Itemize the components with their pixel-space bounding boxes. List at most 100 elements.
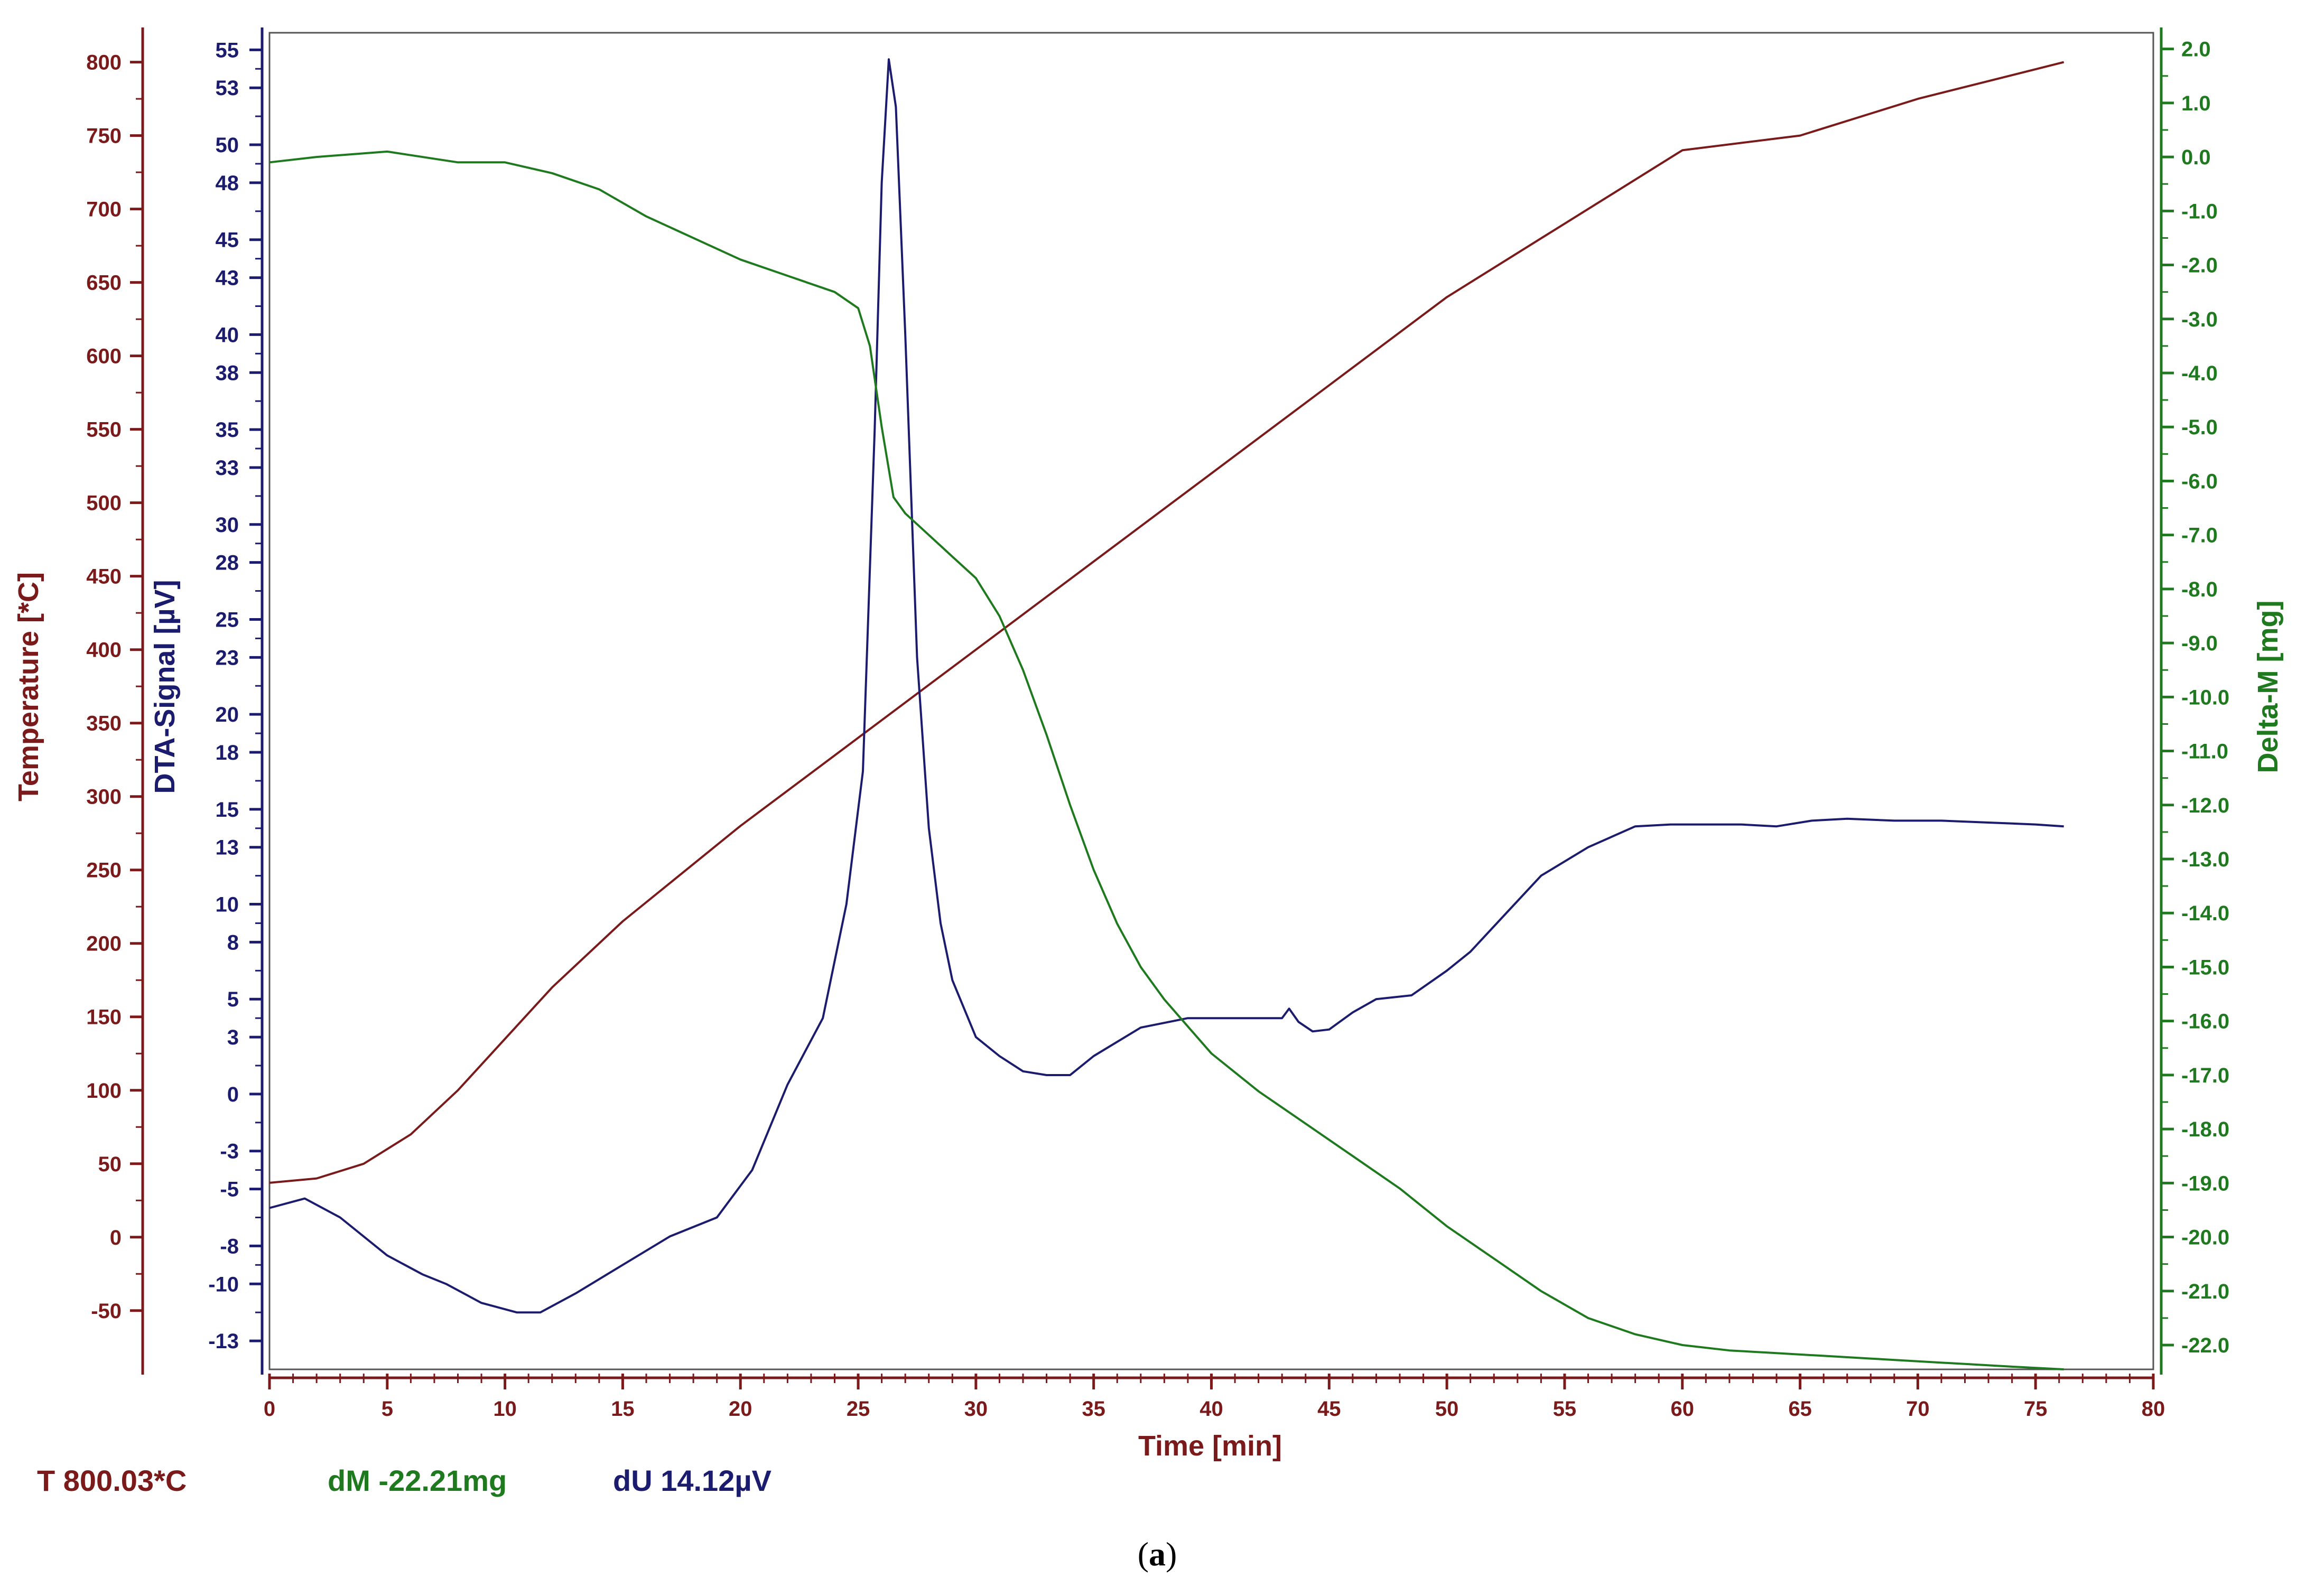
- delta-m-tick-label: -14.0: [2181, 902, 2229, 925]
- dta-tick-label: 10: [216, 893, 239, 917]
- time-tick-label: 20: [729, 1397, 752, 1421]
- delta-m-tick-label: 0.0: [2181, 146, 2211, 169]
- dta-tick-label: 33: [216, 456, 239, 480]
- temperature-readout: T 800.03*C: [37, 1464, 187, 1497]
- dta-tick-label: 15: [216, 798, 239, 822]
- dta-tick-label: 13: [216, 836, 239, 860]
- delta-m-tick-label: -10.0: [2181, 686, 2229, 709]
- temperature-tick-label: 550: [86, 418, 122, 442]
- time-tick-label: 30: [964, 1397, 988, 1421]
- time-tick-label: 15: [611, 1397, 635, 1421]
- temperature-tick-label: 100: [86, 1079, 122, 1103]
- dta-tick-label: -5: [220, 1178, 239, 1201]
- time-tick-label: 55: [1553, 1397, 1577, 1421]
- dta-tick-label: 25: [216, 608, 239, 631]
- figure-caption: (a): [1126, 1535, 1189, 1574]
- temperature-tick-label: 200: [86, 932, 122, 956]
- temperature-tick-label: 0: [110, 1226, 122, 1249]
- dta-tick-label: 20: [216, 703, 239, 726]
- dta-tick-label: 8: [227, 931, 239, 954]
- dta-tick-label: 45: [216, 229, 239, 252]
- time-axis-title: Time [min]: [1138, 1430, 1282, 1462]
- time-tick-label: 0: [264, 1397, 275, 1421]
- dta-tick-label: 53: [216, 77, 239, 100]
- temperature-tick-label: 450: [86, 565, 122, 589]
- time-tick-label: 80: [2142, 1397, 2165, 1421]
- temperature-axis-title: Temperature [*C]: [13, 572, 44, 801]
- delta-m-axis-title: Delta-M [mg]: [2252, 601, 2284, 773]
- delta-m-tick-label: -18.0: [2181, 1118, 2229, 1141]
- delta-m-tick-label: -6.0: [2181, 470, 2218, 493]
- delta-m-tick-label: -15.0: [2181, 956, 2229, 979]
- time-tick-label: 45: [1317, 1397, 1341, 1421]
- temperature-tick-label: 50: [98, 1153, 122, 1176]
- temperature-tick-label: -50: [91, 1300, 122, 1323]
- delta-m-tick-label: -8.0: [2181, 578, 2218, 601]
- temperature-tick-label: 500: [86, 492, 122, 515]
- delta-m-tick-label: -17.0: [2181, 1064, 2229, 1087]
- dta-signal-series-line: [269, 58, 2064, 1314]
- dta-tick-label: 35: [216, 418, 239, 442]
- dta-tick-label: 28: [216, 552, 239, 575]
- delta-m-tick-label: -21.0: [2181, 1280, 2229, 1303]
- time-tick-label: 65: [1788, 1397, 1812, 1421]
- temperature-tick-label: 250: [86, 859, 122, 882]
- time-tick-label: 50: [1435, 1397, 1459, 1421]
- delta-m-tick-label: -5.0: [2181, 416, 2218, 439]
- delta-m-tick-label: -4.0: [2181, 362, 2218, 385]
- temperature-tick-label: 300: [86, 786, 122, 809]
- time-tick-label: 40: [1200, 1397, 1223, 1421]
- caption-label: a: [1149, 1535, 1166, 1573]
- delta-m-tick-label: -3.0: [2181, 308, 2218, 331]
- dta-tick-label: 18: [216, 741, 239, 764]
- temperature-tick-label: 400: [86, 639, 122, 662]
- temperature-tick-label: 600: [86, 345, 122, 368]
- dta-tick-label: 3: [227, 1026, 239, 1049]
- time-tick-label: 25: [847, 1397, 870, 1421]
- temperature-tick-label: 750: [86, 125, 122, 148]
- temperature-tick-label: 350: [86, 712, 122, 735]
- delta-m-tick-label: -9.0: [2181, 632, 2218, 655]
- dta-tick-label: 48: [216, 172, 239, 195]
- dta-tick-label: 0: [227, 1083, 239, 1106]
- delta-m-tick-label: -13.0: [2181, 848, 2229, 871]
- delta-m-tick-label: -11.0: [2181, 740, 2228, 763]
- time-tick-label: 5: [382, 1397, 393, 1421]
- delta-m-tick-label: -1.0: [2181, 200, 2218, 223]
- dta-tick-label: 23: [216, 646, 239, 669]
- dta-tick-label: -10: [208, 1273, 239, 1296]
- delta-m-tick-label: -2.0: [2181, 254, 2218, 277]
- delta-m-series-line: [269, 150, 2064, 1370]
- temperature-tick-label: 800: [86, 51, 122, 74]
- dta-tick-label: 5: [227, 988, 239, 1011]
- delta-m-tick-label: -16.0: [2181, 1010, 2229, 1033]
- dta-tick-label: 43: [216, 267, 239, 290]
- temperature-tick-label: 650: [86, 272, 122, 295]
- series: [269, 58, 2065, 1370]
- time-tick-label: 70: [1906, 1397, 1930, 1421]
- caption-open-paren: (: [1137, 1535, 1149, 1573]
- delta-m-tick-label: -12.0: [2181, 794, 2229, 817]
- caption-close-paren: ): [1166, 1535, 1177, 1573]
- delta-m-tick-label: -20.0: [2181, 1226, 2229, 1249]
- time-tick-label: 35: [1082, 1397, 1105, 1421]
- dta-axis-title: DTA-Signal [µV]: [149, 580, 181, 794]
- dta-tick-label: 50: [216, 134, 239, 157]
- temperature-series-line: [269, 61, 2065, 1184]
- delta-m-tick-label: -19.0: [2181, 1172, 2229, 1195]
- dta-readout: dU 14.12µV: [613, 1464, 771, 1497]
- delta-m-tick-label: 1.0: [2181, 92, 2211, 115]
- time-tick-label: 60: [1671, 1397, 1695, 1421]
- delta-m-readout: dM -22.21mg: [328, 1464, 507, 1497]
- time-tick-label: 10: [493, 1397, 517, 1421]
- dta-tick-label: 55: [216, 39, 239, 62]
- time-tick-label: 75: [2024, 1397, 2048, 1421]
- dta-tick-label: -13: [208, 1330, 239, 1353]
- delta-m-tick-label: 2.0: [2181, 38, 2211, 61]
- dta-tick-label: 38: [216, 361, 239, 385]
- dta-tick-label: -8: [220, 1235, 239, 1258]
- plot-frame: [268, 32, 2154, 1370]
- delta-m-tick-label: -22.0: [2181, 1334, 2229, 1357]
- dta-tick-label: 30: [216, 514, 239, 537]
